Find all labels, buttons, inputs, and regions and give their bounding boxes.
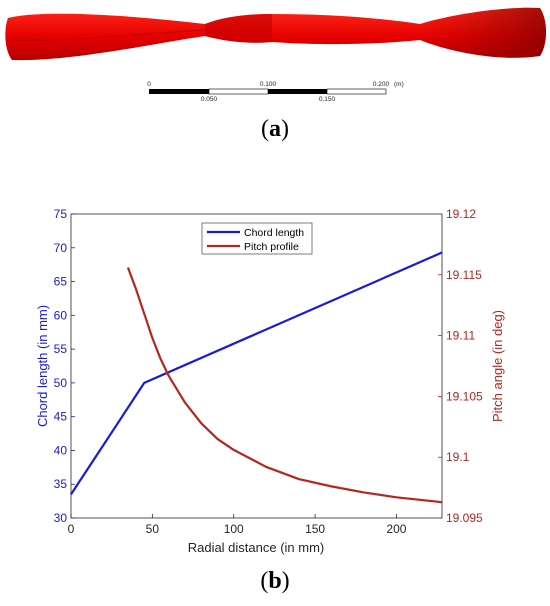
scale-label-0-050: 0.050 xyxy=(201,96,218,103)
legend-label-pitch-profile: Pitch profile xyxy=(244,241,299,253)
scale-label-0-150: 0.150 xyxy=(319,96,336,103)
x-tick-label: 100 xyxy=(224,522,244,536)
y-axis-label: Chord length (in mm) xyxy=(35,305,50,427)
scale-label-0-100: 0.100 xyxy=(260,81,277,88)
plot-area xyxy=(70,213,443,519)
y2-tick-label: 19.095 xyxy=(446,511,483,525)
scale-segment-4 xyxy=(326,88,387,95)
x-tick-label: 150 xyxy=(305,522,325,536)
chord-pitch-chart: 0 50 100 150 200 30 35 40 45 50 55 60 65 70 75 19.095… xyxy=(35,207,505,555)
scale-unit: (m) xyxy=(394,81,404,88)
y2-axis-label: Pitch angle (in deg) xyxy=(490,310,505,422)
y-tick-label: 75 xyxy=(54,207,68,221)
scale-bar: 0 0.100 0.200 (m) 0.050 0.150 xyxy=(147,81,404,103)
y-tick-label: 55 xyxy=(54,342,68,356)
scale-segment-2 xyxy=(208,88,269,95)
y2-tick-label: 19.1 xyxy=(446,450,470,464)
scale-segment-3 xyxy=(268,89,327,94)
series-line-pitch-profile xyxy=(126,267,443,504)
y-tick-label: 35 xyxy=(54,477,68,491)
y-tick-label: 70 xyxy=(54,241,68,255)
x-axis: 0 50 100 150 200 xyxy=(68,514,407,536)
caption-a-letter: a xyxy=(269,116,281,142)
y2-tick-label: 19.115 xyxy=(446,268,482,282)
y-tick-label: 40 xyxy=(54,443,68,457)
caption-b: (b) xyxy=(260,568,290,594)
y2-tick-label: 19.12 xyxy=(446,207,476,221)
blade-render-figure: 0 0.100 0.200 (m) 0.050 0.150 xyxy=(5,7,547,103)
caption-a: (a) xyxy=(261,116,289,142)
scale-label-0-200: 0.200 xyxy=(373,81,390,88)
caption-b-letter: b xyxy=(268,568,282,594)
x-tick-label: 0 xyxy=(68,522,75,536)
scale-label-0: 0 xyxy=(147,81,151,88)
y-tick-label: 50 xyxy=(54,376,68,390)
y-tick-label: 60 xyxy=(54,308,68,322)
legend: Chord length Pitch profile xyxy=(201,222,313,255)
y-axis-left: 30 35 40 45 50 55 60 65 70 75 xyxy=(54,207,75,525)
y2-tick-label: 19.105 xyxy=(446,389,483,403)
legend-label-chord-length: Chord length xyxy=(244,227,304,239)
y-tick-label: 65 xyxy=(54,275,68,289)
y2-tick-label: 19.11 xyxy=(446,329,475,343)
legend-box xyxy=(201,222,313,255)
scale-segment-1 xyxy=(149,89,209,94)
y-axis-right: 19.095 19.1 19.105 19.11 19.115 19.12 xyxy=(438,207,483,525)
x-axis-label: Radial distance (in mm) xyxy=(188,540,325,555)
propeller-blade xyxy=(5,7,547,61)
y-tick-label: 30 xyxy=(54,511,68,525)
y-tick-label: 45 xyxy=(54,410,68,424)
x-tick-label: 200 xyxy=(386,522,406,536)
series-line-chord-length xyxy=(70,251,443,495)
x-tick-label: 50 xyxy=(146,522,160,536)
series-layer xyxy=(70,251,443,504)
